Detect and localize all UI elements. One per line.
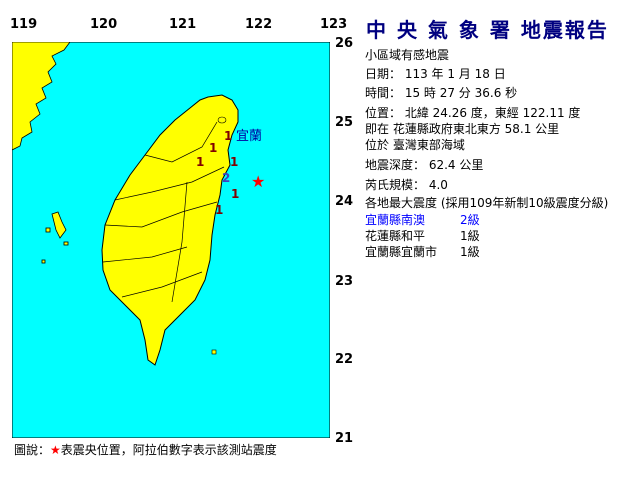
report-relative: 即在 花蓮縣政府東北東方 58.1 公里 xyxy=(365,122,560,136)
lon-tick: 122 xyxy=(245,17,273,32)
map: 1 1 1 1 2 1 1 宜蘭 ★ xyxy=(12,42,330,438)
station-mark: 1 xyxy=(196,155,204,169)
intensity-row: 花蓮縣和平 1級 xyxy=(365,229,480,243)
lon-tick: 121 xyxy=(169,17,197,32)
report-region: 位於 臺灣東部海域 xyxy=(365,138,465,152)
report-depth: 地震深度： 62.4 公里 xyxy=(365,158,484,172)
lon-tick: 123 xyxy=(320,17,348,32)
report-location: 位置： 北緯 24.26 度，東經 122.11 度 xyxy=(365,106,581,120)
report-title: 中 央 氣 象 署 地震報告 xyxy=(366,18,609,42)
station-mark: 1 xyxy=(230,155,238,169)
intensity-place: 宜蘭縣宜蘭市 xyxy=(365,245,438,259)
intensity-place: 花蓮縣和平 xyxy=(365,229,426,243)
intensity-level: 1級 xyxy=(460,229,480,243)
star-icon: ★ xyxy=(50,443,61,457)
lat-tick: 24 xyxy=(335,194,354,209)
intensity-row: 宜蘭縣宜蘭市 1級 xyxy=(365,245,480,259)
station-mark: 1 xyxy=(209,141,217,155)
lat-tick: 21 xyxy=(335,431,354,446)
lat-tick: 25 xyxy=(335,115,354,130)
intensity-place: 宜蘭縣南澳 xyxy=(365,213,426,227)
taiwan xyxy=(101,94,239,366)
report-magnitude: 芮氏規模： 4.0 xyxy=(365,178,448,192)
report-subtitle: 小區域有感地震 xyxy=(365,48,450,62)
green-island xyxy=(211,349,217,355)
epicenter-star-icon: ★ xyxy=(251,172,265,191)
legend-text: 表震央位置，阿拉伯數字表示該測站震度 xyxy=(60,443,277,457)
station-mark: 1 xyxy=(231,187,239,201)
penghu-islands xyxy=(41,211,69,264)
station-mark: 1 xyxy=(215,203,223,217)
station-mark: 2 xyxy=(222,171,230,185)
station-intensities: 1 1 1 1 2 1 1 xyxy=(196,129,239,217)
report-date: 日期： 113 年 1 月 18 日 xyxy=(365,67,506,81)
lat-tick: 23 xyxy=(335,274,354,289)
report-time: 時間： 15 時 27 分 36.6 秒 xyxy=(365,86,518,100)
lat-tick: 26 xyxy=(335,36,354,51)
intensity-level: 1級 xyxy=(460,245,480,259)
lon-tick: 119 xyxy=(10,17,38,32)
legend: 圖說：★表震央位置，阿拉伯數字表示該測站震度 xyxy=(14,443,277,457)
legend-prefix: 圖說： xyxy=(14,443,51,457)
intensity-row: 宜蘭縣南澳 2級 xyxy=(365,213,480,227)
intensity-header: 各地最大震度 (採用109年新制10級震度分級) xyxy=(365,196,609,210)
mainland-china xyxy=(12,42,71,151)
city-label-yilan: 宜蘭 xyxy=(236,128,262,144)
intensity-level: 2級 xyxy=(460,213,480,227)
keelung-islet xyxy=(217,116,227,124)
lon-tick: 120 xyxy=(90,17,118,32)
station-mark: 1 xyxy=(224,129,232,143)
county-borders xyxy=(102,121,225,303)
lat-tick: 22 xyxy=(335,352,354,367)
